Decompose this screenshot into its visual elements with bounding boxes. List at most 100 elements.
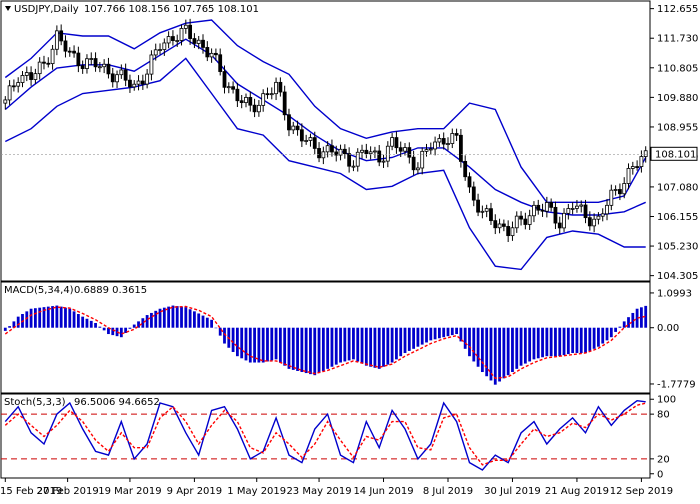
macd-bar: [455, 327, 458, 335]
y-tick-label: 109.880: [657, 93, 698, 104]
y-tick-label: 107.080: [657, 182, 698, 193]
macd-bar: [128, 327, 132, 329]
candle-body: [295, 125, 300, 131]
macd-bar: [450, 327, 454, 336]
candle-body: [527, 215, 532, 225]
macd-bar: [480, 327, 484, 373]
macd-bar: [515, 327, 519, 369]
macd-bar: [622, 321, 626, 328]
y-tick-label: 0.00: [657, 323, 679, 334]
macd-bar: [94, 322, 97, 328]
macd-bar: [98, 326, 102, 328]
macd-bar: [46, 306, 50, 328]
macd-bar: [72, 311, 76, 328]
macd-bar: [291, 327, 295, 370]
candle-body: [274, 81, 278, 95]
macd-bar: [614, 327, 618, 332]
macd-bar: [386, 327, 390, 365]
x-tick-label: 8 Jul 2019: [423, 486, 473, 497]
macd-bar: [115, 327, 119, 337]
macd-bar: [395, 327, 398, 360]
macd-bar: [528, 327, 532, 362]
macd-bar: [352, 327, 355, 360]
candle-body: [575, 205, 579, 209]
macd-bar: [377, 327, 381, 369]
macd-bar: [180, 306, 183, 328]
macd-readout: 0.6889 0.3615: [74, 285, 147, 296]
macd-bar: [107, 327, 110, 335]
macd-bar: [197, 313, 201, 328]
candle-body: [360, 149, 364, 153]
candle-body: [7, 85, 12, 101]
macd-bar: [618, 326, 622, 328]
price-title: USDJPY,Daily: [14, 4, 79, 15]
macd-bar: [102, 327, 106, 331]
macd-bar: [59, 306, 63, 328]
macd-bar: [416, 327, 420, 347]
candle-body: [330, 145, 334, 153]
candle-body: [123, 69, 128, 81]
candle-body: [119, 69, 124, 76]
candle-body: [579, 204, 584, 207]
macd-bar: [588, 327, 592, 351]
x-tick-label: 9 Apr 2019: [167, 486, 222, 497]
macd-bar: [55, 305, 59, 328]
candle-body: [158, 49, 162, 51]
candle-body: [282, 91, 287, 116]
candle-body: [536, 204, 541, 211]
candle-body: [145, 73, 150, 85]
candle-body: [16, 82, 21, 87]
candle-body: [609, 189, 614, 206]
macd-bar: [309, 327, 312, 375]
macd-bar: [635, 308, 639, 328]
candle-body: [463, 160, 468, 178]
macd-bar: [25, 311, 29, 328]
candle-body: [622, 183, 627, 195]
candle-body: [635, 166, 640, 168]
macd-bar: [76, 314, 80, 328]
candle-body: [11, 85, 16, 88]
candle-body: [364, 149, 369, 155]
macd-bar: [111, 327, 115, 336]
macd-bar: [33, 308, 37, 328]
macd-bar: [498, 327, 501, 382]
macd-bar: [399, 327, 403, 357]
dropdown-triangle-icon[interactable]: [5, 6, 11, 11]
candle-body: [110, 73, 115, 83]
candle-body: [29, 72, 33, 80]
macd-bar: [541, 327, 544, 358]
macd-bar: [89, 320, 93, 328]
price-plot-layer: [1, 18, 650, 271]
macd-bar: [407, 327, 411, 351]
macd-bar: [334, 327, 338, 365]
y-tick-label: 108.955: [657, 122, 698, 133]
macd-bar: [382, 327, 385, 367]
y-tick-label: 80: [657, 410, 670, 421]
macd-plot-layer: [3, 305, 648, 385]
candle-body: [209, 52, 214, 58]
candle-body: [201, 39, 205, 48]
candle-body: [50, 48, 55, 65]
macd-bar: [317, 327, 321, 374]
candle-body: [256, 104, 261, 113]
candle-body: [355, 151, 360, 167]
candle-body: [248, 97, 253, 106]
macd-bar: [270, 327, 274, 361]
macd-bar: [8, 326, 11, 328]
macd-bar: [85, 318, 89, 328]
macd-bar: [205, 317, 209, 328]
macd-bar: [124, 327, 128, 333]
macd-bar: [511, 327, 514, 373]
macd-bar: [339, 327, 342, 363]
bollinger-lower-line: [4, 57, 646, 271]
macd-bar: [571, 327, 575, 354]
candle-body: [510, 227, 515, 237]
candle-body: [222, 71, 227, 88]
candle-body: [373, 150, 377, 153]
candle-body: [321, 151, 326, 159]
candle-body: [454, 133, 459, 136]
macd-bar: [532, 327, 536, 360]
macd-bar: [313, 327, 317, 376]
macd-bar: [562, 327, 566, 356]
macd-bar: [425, 327, 428, 343]
